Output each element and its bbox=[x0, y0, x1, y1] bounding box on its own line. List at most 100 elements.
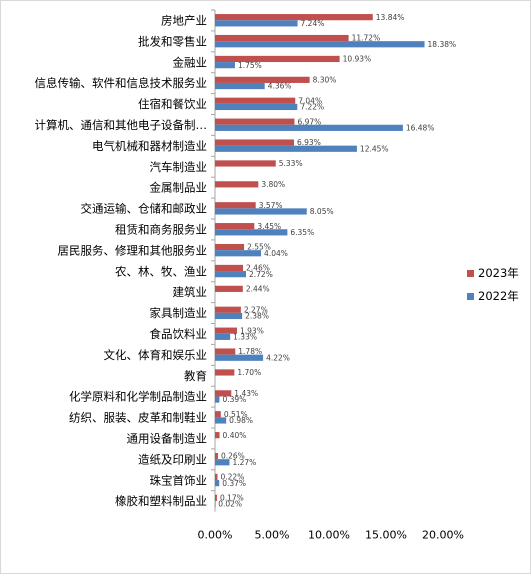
data-label-2023: 6.93% bbox=[297, 138, 321, 147]
data-label-2022: 6.35% bbox=[290, 228, 314, 237]
data-label-2022: 0.37% bbox=[222, 479, 246, 488]
bar-2022 bbox=[215, 500, 216, 508]
bar-2023 bbox=[215, 243, 245, 251]
bar-2022 bbox=[215, 250, 262, 257]
data-label-2022: 4.36% bbox=[268, 82, 292, 91]
bar-2023 bbox=[215, 285, 243, 292]
data-label-2023: 2.46% bbox=[246, 264, 270, 273]
data-labels: 13.84% 11.72% 10.93% 8.30% 7.04% 6.97% 6.93% 5.… bbox=[218, 13, 456, 509]
data-label-2022: 1.27% bbox=[232, 458, 256, 467]
data-label-2023: 3.80% bbox=[261, 180, 285, 189]
data-label-2022: 8.05% bbox=[310, 207, 334, 216]
bar-2022 bbox=[215, 271, 247, 278]
bar-2023 bbox=[215, 202, 256, 209]
bar-2023 bbox=[215, 369, 235, 376]
category-label: 建筑业 bbox=[173, 285, 208, 299]
axes bbox=[211, 9, 216, 512]
bar-2022 bbox=[215, 82, 265, 90]
bar-2023 bbox=[215, 432, 220, 439]
category-label: 汽车制造业 bbox=[150, 160, 208, 174]
bar-2022 bbox=[215, 145, 357, 152]
data-label-2023: 2.44% bbox=[246, 284, 270, 293]
category-label: 家具制造业 bbox=[150, 306, 208, 320]
data-label-2023: 0.22% bbox=[221, 473, 245, 482]
category-label: 农、林、牧、渔业 bbox=[115, 264, 207, 278]
category-label: 珠宝首饰业 bbox=[150, 473, 208, 487]
category-label: 文化、体育和娱乐业 bbox=[104, 348, 208, 362]
data-label-2023: 1.70% bbox=[237, 368, 261, 377]
bar-2022 bbox=[215, 20, 298, 27]
x-tick-label: 10.00% bbox=[308, 529, 350, 542]
category-label: 化学原料和化学制品制造业 bbox=[69, 390, 207, 404]
data-label-2022: 2.38% bbox=[245, 312, 269, 321]
category-label: 交通运输、仓储和邮政业 bbox=[81, 202, 208, 216]
category-label: 电气机械和器材制造业 bbox=[92, 139, 207, 153]
bar-2023 bbox=[215, 264, 244, 272]
legend-swatch bbox=[467, 293, 474, 300]
bar-2022 bbox=[215, 124, 403, 131]
bar-2022 bbox=[215, 354, 264, 361]
x-tick-label: 15.00% bbox=[365, 529, 407, 542]
data-label-2022: 0.98% bbox=[229, 416, 253, 425]
data-label-2022: 1.75% bbox=[238, 61, 262, 70]
bar-2023 bbox=[215, 97, 296, 104]
data-label-2023: 11.72% bbox=[352, 34, 381, 43]
data-label-2022: 2.72% bbox=[249, 270, 273, 279]
category-label: 居民服务、修理和其他服务业 bbox=[58, 243, 208, 257]
bar-2023 bbox=[215, 411, 221, 418]
x-tick-labels: 0.00% 5.00% 10.00% 15.00% 20.00% bbox=[198, 529, 464, 542]
data-label-2023: 3.57% bbox=[259, 201, 283, 210]
legend-label: 2023年 bbox=[478, 266, 519, 280]
data-label-2023: 0.40% bbox=[223, 431, 247, 440]
data-label-2022: 7.22% bbox=[300, 103, 324, 112]
bar-2022 bbox=[215, 333, 231, 340]
category-labels: 房地产业批发和零售业金融业信息传输、软件和信息技术服务业住宿和餐饮业计算机、通信… bbox=[35, 13, 208, 508]
category-label: 批发和零售业 bbox=[138, 34, 207, 48]
x-tick-label: 20.00% bbox=[422, 529, 464, 542]
bar-2022 bbox=[215, 396, 220, 403]
bar-2023 bbox=[215, 55, 340, 63]
legend-swatch bbox=[467, 270, 474, 277]
bar-2023 bbox=[215, 452, 218, 460]
bar-2023 bbox=[215, 181, 259, 188]
bar-2023 bbox=[215, 118, 295, 125]
category-label: 教育 bbox=[184, 369, 207, 383]
bar-2022 bbox=[215, 459, 230, 466]
bar-2023 bbox=[215, 494, 217, 501]
legend-label: 2022年 bbox=[478, 289, 519, 303]
bar-2022 bbox=[215, 103, 298, 111]
bar-2022 bbox=[215, 480, 220, 487]
bar-2023 bbox=[215, 223, 255, 230]
bar-2022 bbox=[215, 208, 307, 215]
data-label-2023: 3.45% bbox=[257, 222, 281, 231]
category-label: 计算机、通信和其他电子设备制… bbox=[35, 118, 208, 132]
bar-2023 bbox=[215, 76, 310, 83]
data-label-2023: 5.33% bbox=[279, 159, 303, 168]
data-label-2023: 7.04% bbox=[298, 96, 322, 105]
data-label-2023: 0.26% bbox=[221, 452, 245, 461]
bar-2022 bbox=[215, 41, 425, 48]
bar-2023 bbox=[215, 390, 232, 397]
bar-2023 bbox=[215, 34, 349, 42]
bar-2023 bbox=[215, 160, 276, 167]
bar-2023 bbox=[215, 348, 236, 355]
bar-2022 bbox=[215, 62, 235, 69]
category-label: 金融业 bbox=[173, 55, 208, 69]
data-label-2023: 10.93% bbox=[343, 55, 372, 64]
data-label-2022: 18.38% bbox=[428, 40, 457, 49]
x-tick-label: 0.00% bbox=[198, 529, 233, 542]
category-label: 信息传输、软件和信息技术服务业 bbox=[35, 76, 208, 90]
bar-2023 bbox=[215, 139, 295, 146]
category-label: 纺织、服装、皮革和制鞋业 bbox=[69, 411, 207, 425]
category-label: 造纸及印刷业 bbox=[138, 452, 207, 466]
category-label: 通用设备制造业 bbox=[127, 431, 208, 445]
data-label-2023: 6.97% bbox=[297, 117, 321, 126]
category-label: 住宿和餐饮业 bbox=[138, 97, 207, 111]
bar-2023 bbox=[215, 306, 241, 313]
data-label-2023: 8.30% bbox=[313, 75, 337, 84]
x-tick-label: 5.00% bbox=[255, 529, 290, 542]
data-label-2022: 16.48% bbox=[406, 123, 435, 132]
category-label: 橡胶和塑料制品业 bbox=[115, 494, 207, 508]
